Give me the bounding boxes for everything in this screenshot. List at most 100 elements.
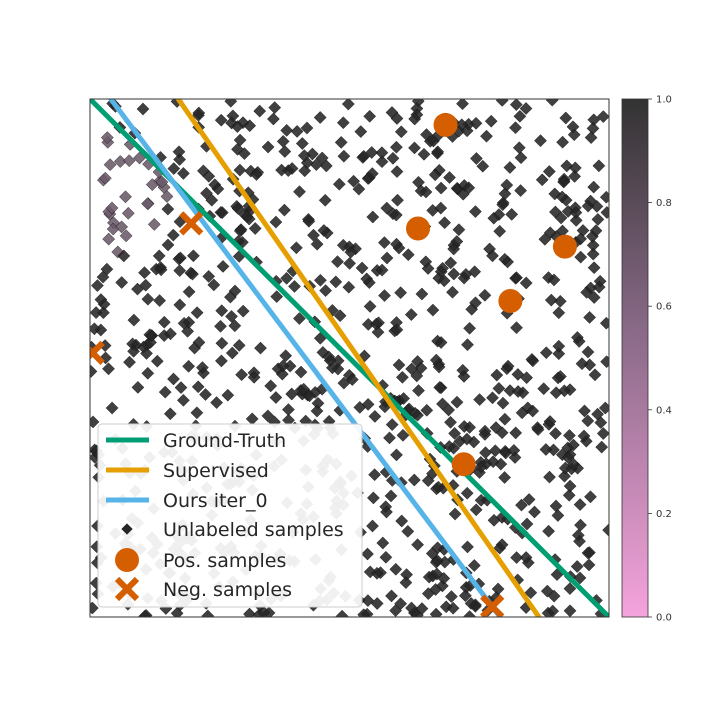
unlabeled-point <box>182 359 195 373</box>
unlabeled-point <box>363 565 377 579</box>
unlabeled-point <box>459 589 472 603</box>
unlabeled-point <box>384 489 398 503</box>
unlabeled-point <box>90 601 99 615</box>
unlabeled-point <box>422 570 436 584</box>
unlabeled-point <box>447 267 461 281</box>
unlabeled-point <box>380 505 393 519</box>
unlabeled-point <box>261 409 275 423</box>
unlabeled-point <box>541 606 555 617</box>
unlabeled-point <box>434 201 448 215</box>
unlabeled-point <box>574 518 587 532</box>
unlabeled-point <box>569 206 583 219</box>
legend-label-ours-iter0: Ours iter_0 <box>163 490 268 512</box>
unlabeled-point <box>163 407 177 421</box>
unlabeled-point <box>486 455 500 469</box>
unlabeled-point <box>174 381 188 394</box>
unlabeled-point <box>484 114 498 128</box>
unlabeled-point <box>496 198 510 212</box>
unlabeled-point <box>583 311 596 324</box>
unlabeled-point <box>113 155 127 168</box>
unlabeled-point <box>445 590 458 603</box>
unlabeled-point <box>557 175 571 189</box>
unlabeled-point <box>437 274 451 288</box>
unlabeled-point <box>596 427 609 440</box>
unlabeled-point <box>420 403 434 417</box>
unlabeled-point <box>549 427 562 440</box>
unlabeled-point <box>581 414 595 428</box>
legend-label-positive: Pos. samples <box>163 550 286 572</box>
unlabeled-point <box>575 357 589 371</box>
unlabeled-point <box>210 396 223 409</box>
unlabeled-point <box>461 540 474 554</box>
unlabeled-point <box>510 551 523 564</box>
unlabeled-point <box>460 486 474 500</box>
unlabeled-point <box>164 327 177 341</box>
unlabeled-point <box>448 427 461 440</box>
unlabeled-point <box>105 201 119 215</box>
unlabeled-point <box>196 361 209 374</box>
unlabeled-point <box>123 355 136 369</box>
unlabeled-point <box>191 380 205 394</box>
unlabeled-point <box>501 359 515 373</box>
unlabeled-point <box>410 369 424 383</box>
unlabeled-point <box>375 263 389 277</box>
unlabeled-point <box>378 236 391 249</box>
unlabeled-point <box>469 205 482 218</box>
unlabeled-point <box>587 180 601 194</box>
unlabeled-point <box>478 424 492 438</box>
unlabeled-point <box>294 365 308 379</box>
unlabeled-point <box>243 119 257 133</box>
unlabeled-point <box>519 551 533 564</box>
unlabeled-point <box>563 604 577 617</box>
unlabeled-point <box>581 199 595 213</box>
unlabeled-point <box>97 306 110 320</box>
unlabeled-point <box>269 215 283 229</box>
unlabeled-point <box>368 410 382 423</box>
unlabeled-point <box>319 284 332 297</box>
unlabeled-point <box>486 249 499 263</box>
unlabeled-point <box>100 131 114 144</box>
unlabeled-point <box>334 136 348 149</box>
unlabeled-point <box>121 206 135 220</box>
unlabeled-point <box>131 381 145 394</box>
unlabeled-point <box>243 607 256 617</box>
legend-box <box>97 423 363 608</box>
unlabeled-point <box>268 101 282 114</box>
unlabeled-point <box>586 122 600 135</box>
unlabeled-point <box>437 572 451 585</box>
unlabeled-point <box>448 507 462 521</box>
unlabeled-point <box>254 341 267 355</box>
unlabeled-point <box>479 446 492 460</box>
unlabeled-point <box>385 589 398 603</box>
unlabeled-point <box>177 393 190 407</box>
unlabeled-point <box>460 124 474 138</box>
unlabeled-point <box>587 261 601 275</box>
unlabeled-point <box>429 607 443 617</box>
unlabeled-point <box>333 309 347 323</box>
unlabeled-point <box>235 368 248 382</box>
unlabeled-point <box>520 517 534 531</box>
unlabeled-point <box>336 116 350 130</box>
unlabeled-point <box>282 413 295 427</box>
unlabeled-point <box>547 443 560 457</box>
unlabeled-point <box>105 401 119 415</box>
unlabeled-point <box>386 151 400 165</box>
unlabeled-point <box>600 206 609 219</box>
unlabeled-point <box>563 429 576 442</box>
unlabeled-point <box>436 397 449 411</box>
unlabeled-point <box>396 428 410 442</box>
unlabeled-point <box>450 395 464 409</box>
positive-sample <box>406 216 431 241</box>
unlabeled-point <box>147 218 161 231</box>
unlabeled-point <box>495 538 509 552</box>
unlabeled-point <box>282 403 295 416</box>
unlabeled-point <box>543 470 556 484</box>
unlabeled-point <box>427 134 440 148</box>
unlabeled-point <box>542 165 556 178</box>
unlabeled-point <box>599 190 609 204</box>
unlabeled-point <box>361 547 374 561</box>
unlabeled-point <box>357 608 371 617</box>
unlabeled-point <box>559 111 573 125</box>
unlabeled-point <box>584 490 597 504</box>
